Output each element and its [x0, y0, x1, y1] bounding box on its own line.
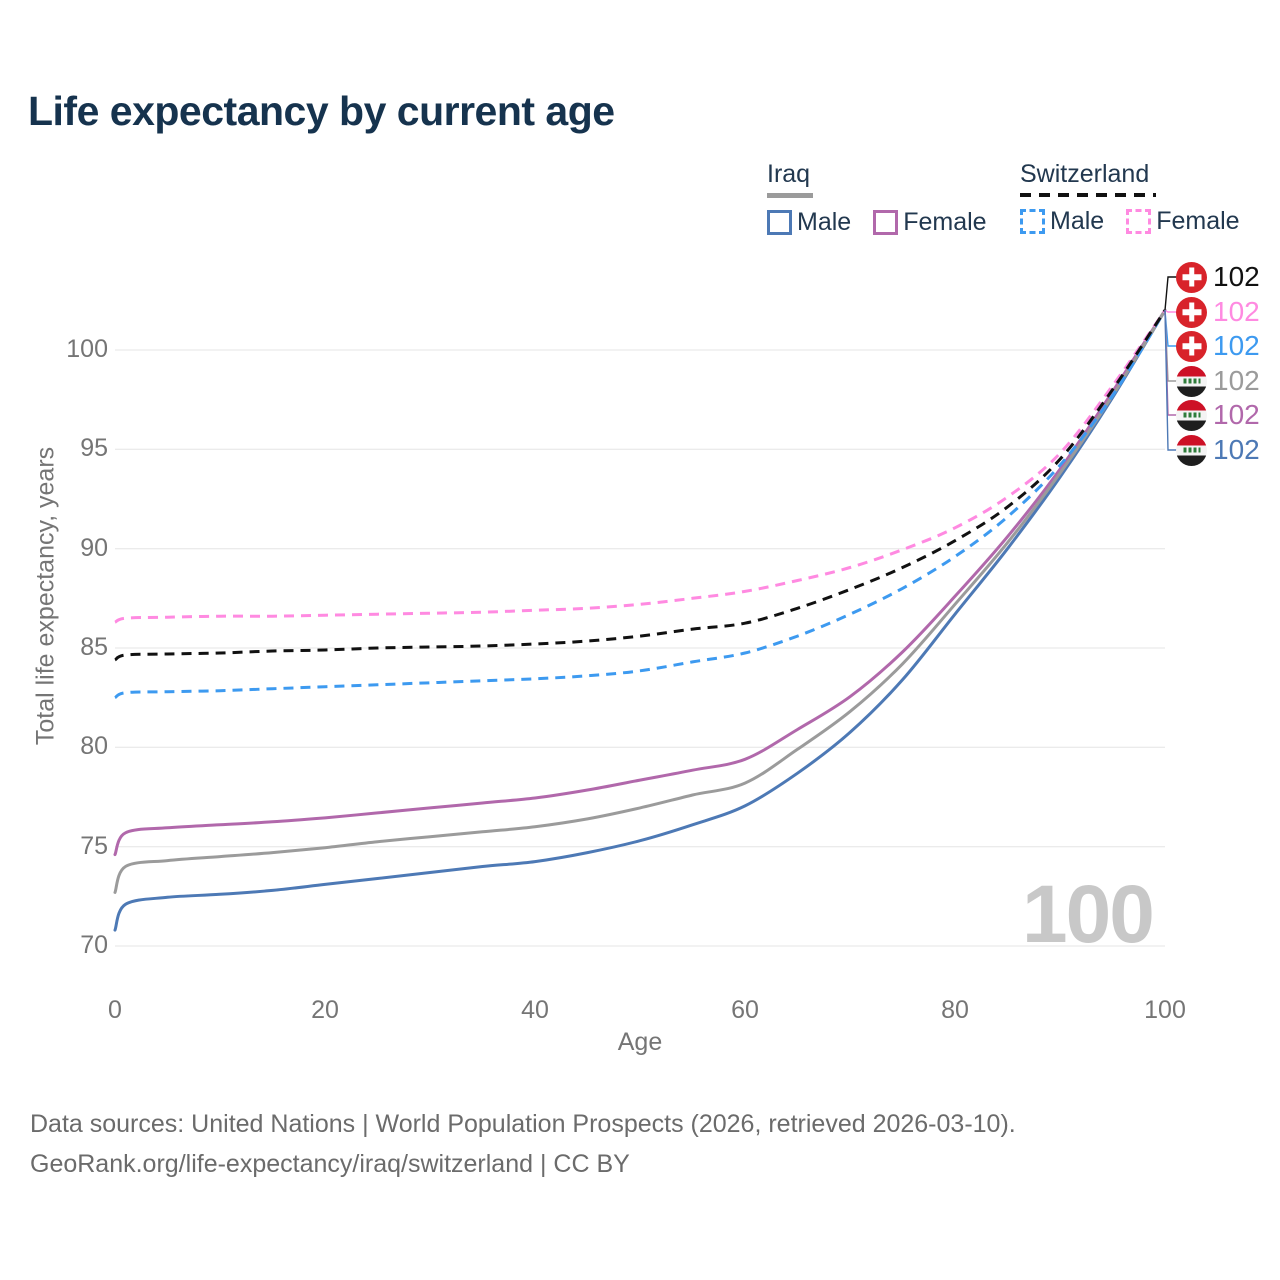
end-value-text: 102	[1213, 434, 1260, 465]
switzerland-flag-icon	[1176, 261, 1207, 293]
legend-group-switzerland: Switzerland Male Female	[1020, 160, 1240, 236]
end-label-connector-switzerland-total	[1164, 276, 1178, 311]
iraq-flag-script	[1183, 378, 1200, 384]
series-line-switzerland-male[interactable]	[114, 309, 1167, 700]
switzerland-male-swatch-icon	[1020, 209, 1045, 234]
footer-line-2: GeoRank.org/life-expectancy/iraq/switzer…	[30, 1150, 630, 1178]
end-value-label-switzerland-male: 102	[1176, 330, 1260, 362]
switzerland-flag-icon	[1176, 296, 1207, 328]
end-value-text: 102	[1213, 365, 1260, 396]
end-value-text: 102	[1213, 261, 1260, 292]
legend-key-switzerland-male[interactable]: Male	[1020, 207, 1104, 236]
end-value-label-iraq-male: 102	[1176, 434, 1260, 466]
legend-country-switzerland-label: Switzerland	[1020, 160, 1150, 188]
iraq-line-style-underline	[767, 193, 813, 198]
page-title: Life expectancy by current age	[28, 88, 615, 134]
y-tick-label-80: 80	[80, 732, 108, 761]
end-value-text: 102	[1213, 399, 1260, 430]
iraq-flag-icon	[1176, 399, 1207, 431]
x-tick-label-60: 60	[731, 996, 759, 1024]
end-label-connector-switzerland-female	[1164, 309, 1178, 313]
iraq-flag-icon	[1176, 434, 1207, 466]
y-tick-label-95: 95	[80, 434, 108, 463]
legend-keys-switzerland: Male Female	[1020, 207, 1240, 236]
iraq-flag-script	[1183, 412, 1200, 418]
iraq-female-swatch-icon	[873, 210, 899, 235]
legend-group-iraq: Iraq Male Female	[767, 160, 987, 237]
iraq-flag-script	[1183, 447, 1200, 453]
legend-key-iraq-female[interactable]: Female	[873, 208, 987, 237]
legend-key-label: Female	[903, 208, 987, 236]
switzerland-flag-icon	[1176, 330, 1207, 362]
series-line-iraq-male[interactable]	[113, 308, 1167, 932]
x-tick-label-0: 0	[108, 996, 122, 1024]
end-value-label-switzerland-female: 102	[1176, 296, 1260, 328]
legend-key-switzerland-female[interactable]: Female	[1126, 207, 1240, 236]
hovered-age-watermark: 100	[1022, 869, 1155, 960]
series-line-iraq-female[interactable]	[113, 308, 1167, 857]
x-axis-title: Age	[617, 1028, 663, 1056]
end-value-text: 102	[1213, 330, 1260, 361]
x-tick-label-20: 20	[311, 996, 339, 1024]
iraq-flag-icon	[1176, 365, 1207, 397]
legend-keys-iraq: Male Female	[767, 208, 987, 237]
y-tick-label-75: 75	[80, 831, 108, 860]
legend-key-iraq-male[interactable]: Male	[767, 208, 851, 237]
series-line-switzerland-female[interactable]	[114, 309, 1167, 624]
y-tick-label-70: 70	[80, 931, 108, 959]
legend-key-label: Male	[797, 208, 852, 236]
switzerland-female-swatch-icon	[1126, 209, 1152, 234]
x-tick-label-100: 100	[1144, 996, 1186, 1024]
x-tick-label-80: 80	[941, 996, 969, 1024]
end-value-label-switzerland-total: 102	[1176, 261, 1260, 293]
end-value-label-iraq-total: 102	[1176, 365, 1260, 397]
y-tick-label-90: 90	[80, 533, 108, 562]
y-tick-label-85: 85	[80, 633, 108, 661]
end-value-label-iraq-female: 102	[1176, 399, 1260, 431]
data-source-footer: Data sources: United Nations | World Pop…	[30, 1104, 1016, 1184]
x-tick-label-40: 40	[521, 996, 549, 1024]
footer-line-1: Data sources: United Nations | World Pop…	[30, 1110, 1016, 1138]
end-label-connector-iraq-male	[1164, 310, 1178, 451]
end-value-text: 102	[1213, 296, 1260, 327]
iraq-male-swatch-icon	[767, 210, 792, 235]
series-line-iraq-total[interactable]	[113, 308, 1167, 894]
series-line-switzerland-total[interactable]	[114, 309, 1167, 662]
switzerland-line-style-underline	[1020, 193, 1156, 197]
legend-key-label: Female	[1156, 207, 1240, 235]
legend-country-iraq-label: Iraq	[767, 160, 811, 188]
legend-key-label: Male	[1050, 207, 1105, 235]
y-tick-label-100: 100	[66, 335, 108, 363]
